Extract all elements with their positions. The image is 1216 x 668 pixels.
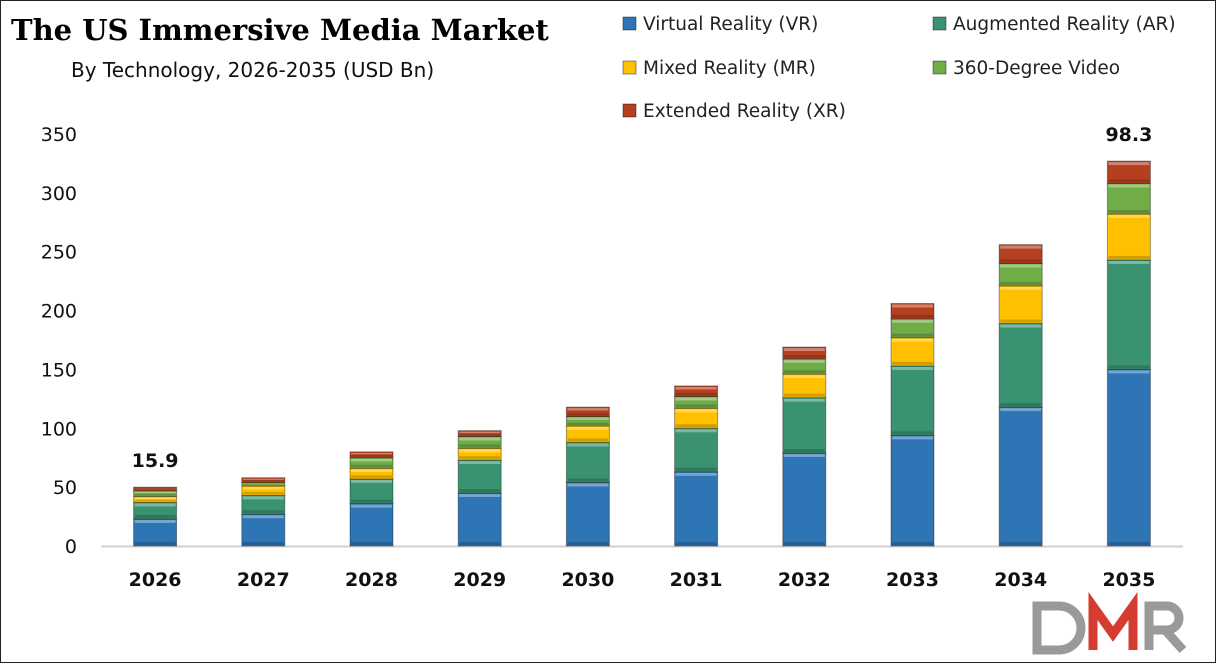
- legend-swatch: [622, 103, 637, 118]
- bars: [133, 160, 1151, 547]
- y-tick-label: 150: [41, 359, 77, 381]
- bar-segment-360-degree-video: [565, 416, 610, 427]
- x-tick-label: 2027: [237, 569, 290, 591]
- bar-segment-virtual-reality-vr: [782, 452, 827, 547]
- legend-item: Augmented Reality (AR): [932, 14, 1176, 35]
- bar-segment-mixed-reality-mr: [349, 467, 394, 480]
- x-tick-label: 2031: [670, 569, 723, 591]
- data-labels: 15.9 98.3: [132, 124, 1153, 472]
- bar-segment-virtual-reality-vr: [1106, 368, 1151, 547]
- bar-segment-virtual-reality-vr: [998, 406, 1043, 547]
- bar-segment-augmented-reality-ar: [782, 397, 827, 454]
- bar-segment-360-degree-video: [998, 262, 1043, 287]
- bar-segment-extended-reality-xr: [133, 486, 178, 492]
- bar-segment-mixed-reality-mr: [782, 373, 827, 399]
- bar-segment-extended-reality-xr: [565, 406, 610, 418]
- data-label: 98.3: [1105, 124, 1152, 146]
- bar-segment-virtual-reality-vr: [241, 513, 286, 547]
- legend-label: 360-Degree Video: [953, 58, 1120, 79]
- y-tick-label: 100: [41, 418, 77, 440]
- bar-segment-virtual-reality-vr: [674, 471, 719, 547]
- bar-segment-360-degree-video: [1106, 182, 1151, 215]
- bar-segment-virtual-reality-vr: [457, 492, 502, 547]
- y-tick-label: 50: [53, 477, 77, 499]
- x-tick-label: 2029: [453, 569, 506, 591]
- x-tick-label: 2028: [345, 569, 398, 591]
- x-axis: 2026 2027 2028 2029 2030 2031 2032 2033 2034 2035: [129, 569, 1156, 591]
- bar-segment-360-degree-video: [457, 436, 502, 449]
- chart-subtitle: By Technology, 2026-2035 (USD Bn): [71, 58, 434, 82]
- bar-segment-augmented-reality-ar: [998, 323, 1043, 408]
- bar-segment-augmented-reality-ar: [890, 365, 935, 436]
- y-tick-label: 350: [41, 124, 77, 146]
- bar-segment-virtual-reality-vr: [890, 434, 935, 547]
- legend-label: Mixed Reality (MR): [643, 58, 816, 79]
- bar-segment-360-degree-video: [133, 490, 178, 498]
- legend-label: Virtual Reality (VR): [643, 14, 818, 35]
- legend-label: Extended Reality (XR): [643, 101, 846, 122]
- x-tick-label: 2034: [994, 569, 1047, 591]
- legend-item: 360-Degree Video: [932, 58, 1120, 79]
- bar-segment-360-degree-video: [241, 481, 286, 487]
- bar-segment-mixed-reality-mr: [890, 337, 935, 367]
- chart-title: The US Immersive Media Market: [11, 13, 549, 47]
- bar-segment-extended-reality-xr: [782, 346, 827, 360]
- y-tick-label: 200: [41, 301, 77, 323]
- bar-segment-extended-reality-xr: [457, 430, 502, 438]
- legend-swatch: [932, 60, 947, 75]
- bar-segment-augmented-reality-ar: [241, 494, 286, 515]
- x-tick-label: 2033: [886, 569, 939, 591]
- x-tick-label: 2030: [561, 569, 614, 591]
- legend-swatch: [932, 16, 947, 31]
- bar-segment-augmented-reality-ar: [133, 501, 178, 520]
- legend-label: Augmented Reality (AR): [953, 14, 1176, 35]
- bar-segment-extended-reality-xr: [998, 244, 1043, 264]
- bar-segment-extended-reality-xr: [674, 385, 719, 398]
- bar-segment-virtual-reality-vr: [349, 503, 394, 547]
- x-tick-label: 2032: [778, 569, 831, 591]
- y-tick-label: 250: [41, 242, 77, 264]
- bar-segment-mixed-reality-mr: [241, 485, 286, 496]
- bar-segment-mixed-reality-mr: [1106, 213, 1151, 261]
- bar-segment-mixed-reality-mr: [998, 285, 1043, 325]
- bar-segment-mixed-reality-mr: [565, 425, 610, 443]
- legend-item: Mixed Reality (MR): [622, 58, 816, 79]
- y-tick-label: 300: [41, 183, 77, 205]
- bar-segment-virtual-reality-vr: [565, 481, 610, 547]
- legend-item: Virtual Reality (VR): [622, 14, 818, 35]
- y-tick-label: 0: [65, 536, 77, 558]
- bar-segment-360-degree-video: [349, 457, 394, 469]
- legend: Virtual Reality (VR) Augmented Reality (A…: [622, 14, 1176, 122]
- bar-segment-extended-reality-xr: [241, 477, 286, 483]
- bar-segment-mixed-reality-mr: [457, 447, 502, 461]
- x-tick-label: 2026: [129, 569, 182, 591]
- bar-segment-360-degree-video: [674, 396, 719, 409]
- bar-segment-augmented-reality-ar: [1106, 259, 1151, 370]
- bar-segment-360-degree-video: [782, 358, 827, 375]
- bar-segment-mixed-reality-mr: [133, 496, 178, 503]
- legend-swatch: [622, 60, 637, 75]
- bar-segment-augmented-reality-ar: [565, 441, 610, 483]
- bar-segment-augmented-reality-ar: [674, 427, 719, 473]
- bar-segment-augmented-reality-ar: [457, 459, 502, 494]
- bar-segment-extended-reality-xr: [1106, 160, 1151, 184]
- bar-segment-augmented-reality-ar: [349, 478, 394, 505]
- y-axis: 0 50 100 150 200 250 300 350: [41, 124, 77, 558]
- bar-segment-extended-reality-xr: [349, 451, 394, 459]
- bar-segment-mixed-reality-mr: [674, 407, 719, 429]
- legend-item: Extended Reality (XR): [622, 101, 846, 122]
- legend-swatch: [622, 16, 637, 31]
- bar-segment-virtual-reality-vr: [133, 518, 178, 547]
- data-label: 15.9: [132, 450, 179, 472]
- bar-segment-360-degree-video: [890, 318, 935, 339]
- dmr-logo: [1032, 591, 1187, 655]
- x-tick-label: 2035: [1102, 569, 1155, 591]
- bar-segment-extended-reality-xr: [890, 303, 935, 320]
